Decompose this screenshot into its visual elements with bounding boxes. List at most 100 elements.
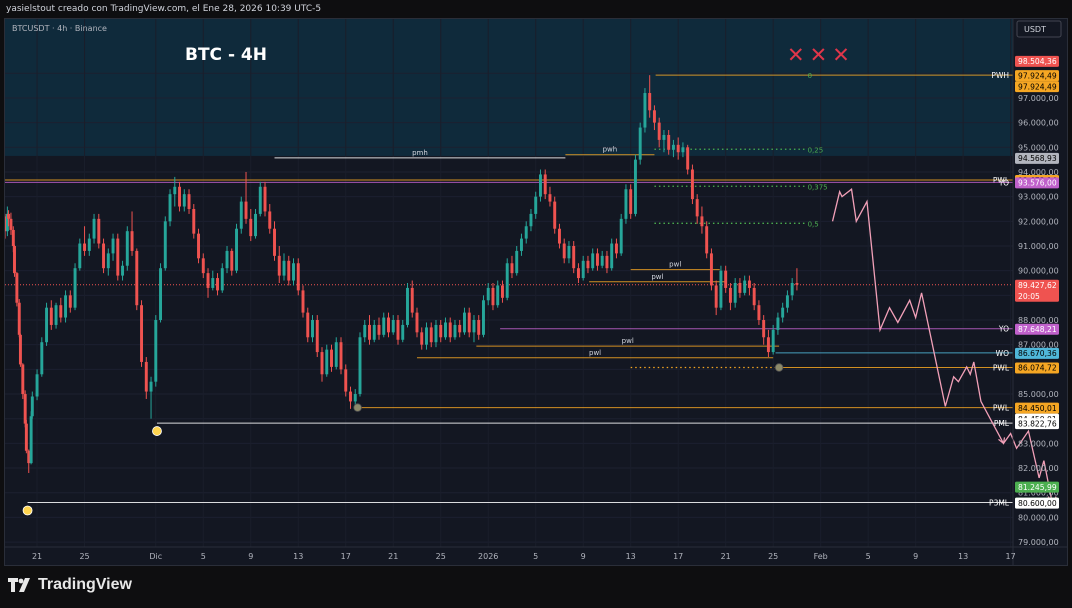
level-label: pwl bbox=[669, 261, 681, 269]
footer-bar: TradingView bbox=[0, 566, 1072, 608]
candle-body bbox=[382, 317, 386, 335]
candle-body bbox=[315, 320, 319, 353]
candle-body bbox=[23, 394, 27, 424]
level-label: pwl bbox=[589, 349, 601, 357]
candle-body bbox=[429, 327, 433, 343]
candle-body bbox=[643, 93, 647, 128]
price-tag bbox=[1015, 177, 1059, 189]
candle-body bbox=[743, 280, 747, 293]
candle-body bbox=[505, 263, 509, 298]
time-axis: 21 25 Dic 5 9 13 17 21 25 2026 5 9 13 17 21 25 Feb 5 9 13 17 bbox=[5, 546, 1067, 561]
price-tag-label: 98.504,36 bbox=[1018, 57, 1057, 66]
y-tick-label: 97.000,00 bbox=[1018, 94, 1059, 103]
level-label: PML bbox=[994, 419, 1010, 428]
candle-body bbox=[482, 300, 485, 335]
candle-body bbox=[406, 287, 409, 325]
candle-body bbox=[311, 320, 314, 338]
candle-body bbox=[301, 290, 305, 313]
price-tag bbox=[1015, 70, 1059, 82]
candle-body bbox=[605, 255, 609, 269]
candle-body bbox=[434, 324, 438, 343]
candle-body bbox=[206, 273, 210, 288]
candle-body bbox=[771, 329, 775, 353]
candle-body bbox=[40, 342, 44, 375]
candle-body bbox=[168, 194, 172, 222]
pivot-marker bbox=[774, 363, 784, 372]
x-tick-label: 13 bbox=[958, 552, 968, 561]
candle-body bbox=[410, 287, 414, 313]
candle-body bbox=[17, 302, 21, 335]
candle-body bbox=[600, 255, 604, 266]
currency-box[interactable] bbox=[1016, 20, 1062, 38]
y-tick-label: 85.000,00 bbox=[1018, 390, 1059, 399]
level-label: pwh bbox=[603, 146, 618, 154]
candle-body bbox=[320, 352, 324, 375]
candle-body bbox=[415, 312, 419, 333]
x-tick-label: Dic bbox=[149, 552, 162, 561]
level-label: P3ML bbox=[989, 499, 1010, 508]
candle-body bbox=[624, 189, 628, 219]
candle-body bbox=[13, 245, 16, 274]
candle-body bbox=[163, 221, 167, 269]
candle-body bbox=[557, 228, 561, 244]
price-tag bbox=[1015, 152, 1059, 164]
candle-body bbox=[102, 243, 106, 269]
candle-body bbox=[173, 186, 177, 195]
candle-body bbox=[9, 218, 13, 230]
candle-body bbox=[159, 268, 163, 321]
pivot-marker bbox=[152, 426, 162, 436]
candle-body bbox=[425, 327, 428, 345]
candle-body bbox=[719, 270, 723, 308]
candle-body bbox=[548, 194, 552, 202]
candle-body bbox=[306, 312, 310, 338]
countdown-label: 20:05 bbox=[1018, 292, 1040, 301]
candle-body bbox=[676, 144, 680, 153]
candle-body bbox=[401, 324, 405, 340]
candle-body bbox=[225, 250, 229, 269]
candle-body bbox=[111, 238, 115, 254]
candle-body bbox=[29, 416, 33, 464]
price-tag bbox=[1015, 55, 1059, 67]
y-tick-label: 88.000,00 bbox=[1018, 316, 1059, 325]
tradingview-logo[interactable]: TradingView bbox=[8, 576, 132, 594]
premium-zone bbox=[5, 19, 1013, 156]
candle-body bbox=[140, 305, 144, 362]
candle-body bbox=[795, 283, 799, 285]
candle-body bbox=[747, 280, 751, 288]
candle-body bbox=[448, 322, 452, 338]
candle-body bbox=[73, 268, 77, 308]
candle-body bbox=[273, 228, 276, 256]
candle-body bbox=[591, 253, 595, 269]
candle-body bbox=[391, 320, 395, 333]
candle-body bbox=[78, 243, 82, 269]
candle-body bbox=[282, 260, 286, 276]
price-tag bbox=[1015, 402, 1059, 414]
x-tick-label: 13 bbox=[293, 552, 303, 561]
candle-body bbox=[733, 283, 737, 303]
pivot-points bbox=[22, 363, 784, 516]
candle-body bbox=[92, 218, 96, 239]
candle-body bbox=[292, 263, 295, 281]
y-tick-label: 83.000,00 bbox=[1018, 439, 1059, 448]
candle-body bbox=[681, 147, 685, 153]
level-label: YO bbox=[998, 325, 1009, 334]
candle-body bbox=[235, 228, 238, 271]
candle-body bbox=[439, 324, 443, 338]
price-tag-label: 94.568,93 bbox=[1018, 154, 1057, 163]
price-tag bbox=[1015, 418, 1059, 430]
candle-body bbox=[458, 324, 462, 333]
tradingview-logo-icon bbox=[8, 578, 30, 592]
chart-frame[interactable]: PWH pmh pwh PWL YO pwl pwl YO pwl WO pwl PWL PWL PML P… bbox=[3, 18, 1068, 566]
candle-body bbox=[595, 253, 599, 266]
price-tag bbox=[1015, 347, 1059, 359]
candle-body bbox=[762, 320, 766, 338]
candle-body bbox=[287, 260, 291, 281]
level-label: PWL bbox=[993, 176, 1010, 185]
y-tick-label: 87.000,00 bbox=[1018, 341, 1059, 350]
level-label: YO bbox=[998, 178, 1009, 187]
y-tick-label: 79.000,00 bbox=[1018, 538, 1059, 547]
candle-body bbox=[211, 278, 215, 288]
candle-body bbox=[244, 201, 248, 219]
candle-body bbox=[149, 381, 153, 392]
